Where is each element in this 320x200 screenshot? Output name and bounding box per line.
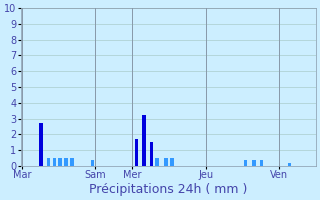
Bar bbox=[260, 160, 263, 166]
Bar bbox=[47, 158, 50, 166]
Bar bbox=[252, 160, 256, 166]
Bar bbox=[142, 115, 146, 166]
Bar bbox=[135, 139, 138, 166]
X-axis label: Précipitations 24h ( mm ): Précipitations 24h ( mm ) bbox=[89, 183, 247, 196]
Bar bbox=[164, 158, 168, 166]
Bar bbox=[288, 163, 291, 166]
Bar bbox=[59, 158, 62, 166]
Bar bbox=[70, 158, 74, 166]
Bar bbox=[91, 160, 94, 166]
Bar bbox=[244, 160, 247, 166]
Bar bbox=[149, 142, 153, 166]
Bar bbox=[156, 158, 159, 166]
Bar bbox=[39, 123, 43, 166]
Bar bbox=[52, 158, 56, 166]
Bar bbox=[64, 158, 68, 166]
Bar bbox=[170, 158, 174, 166]
